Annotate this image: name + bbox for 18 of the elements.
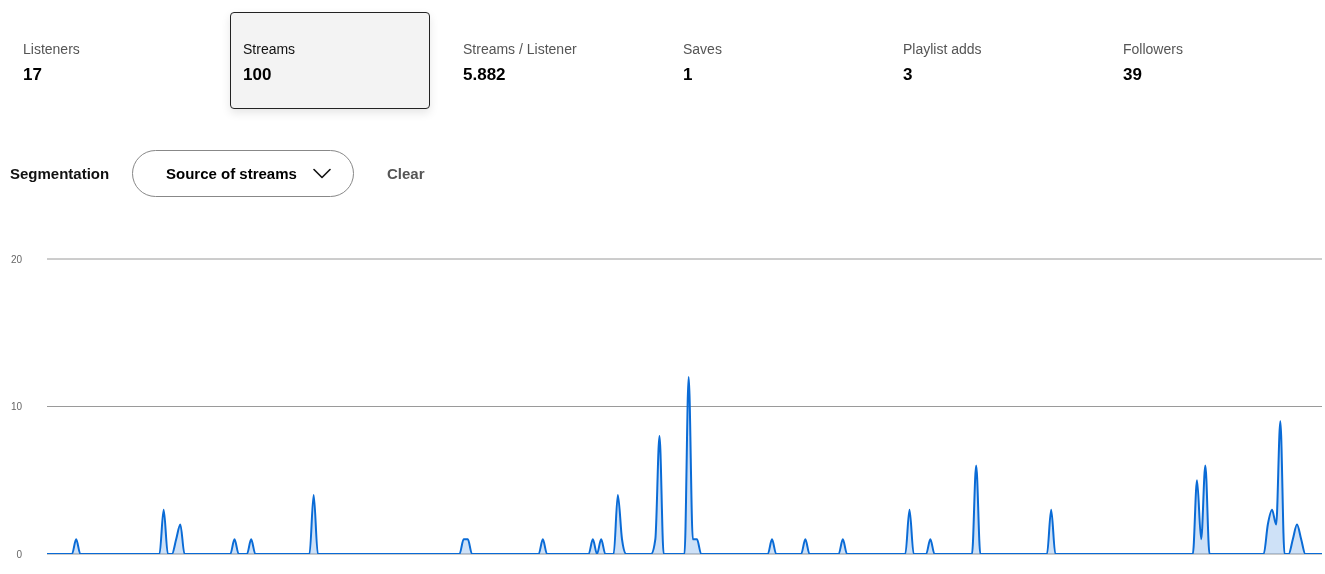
category-label: Streams / Listener [463,40,577,58]
data-label: 100 [243,64,272,86]
data-label: 5.882 [463,64,506,86]
data-label: 3 [903,64,913,86]
y-tick-label: 10 [10,401,23,413]
data-label: 1 [683,64,693,86]
category-label: Saves [683,40,722,58]
y-tick-label: 0 [16,548,23,560]
category-label: Playlist adds [903,40,982,58]
y-tick-label: 20 [10,253,23,265]
category-label: Listeners [23,40,80,58]
category-label: Followers [1123,40,1183,58]
data-label: 17 [23,64,42,86]
data-label: 39 [1123,64,1142,86]
text: Clear [387,165,425,183]
text: Segmentation [10,165,110,183]
category-label: Streams [243,40,296,58]
source-note: Source of streams [166,165,297,183]
